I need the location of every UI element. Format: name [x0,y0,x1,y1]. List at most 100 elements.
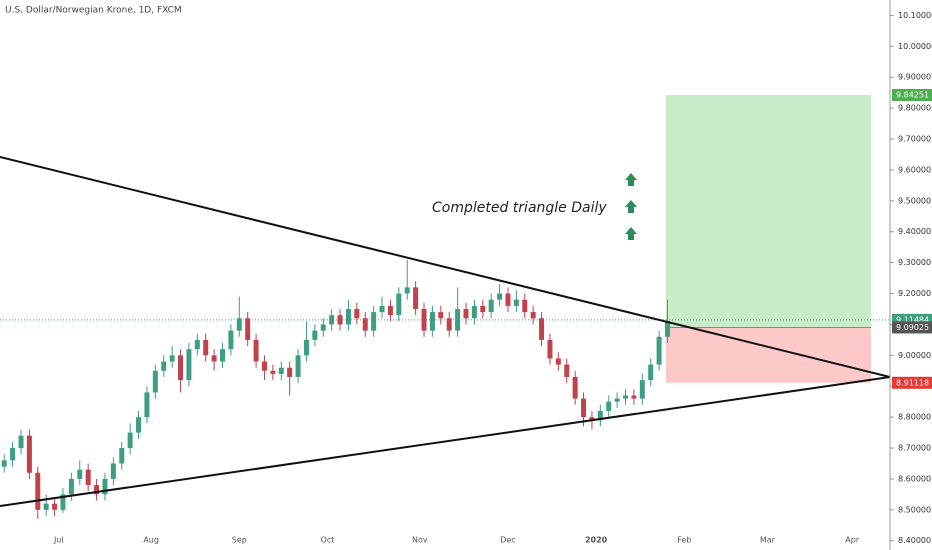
candle-body [362,318,368,331]
price-marker-label: 8.91118 [896,378,929,387]
y-tick-label: 8.50000 [898,505,931,514]
candle-body [253,339,259,362]
candle-body [337,315,343,325]
candle-body [136,417,142,433]
candle-body [345,308,351,325]
candle-body [665,321,670,337]
candle-body [161,361,167,371]
y-tick-label: 10.10000 [898,11,932,20]
candle-body [26,435,32,473]
candle-body [295,355,301,377]
arrows [625,173,637,240]
candle-body [572,376,578,399]
candle-body [438,312,444,319]
candle-body [312,330,318,340]
candle-body [261,361,267,371]
candle-body [278,367,284,374]
candle-body [194,339,200,350]
trend-line-upper [0,156,891,378]
y-tick-label: 9.50000 [898,196,931,205]
chart-title: U.S. Dollar/Norwegian Krone, 1D, FXCM [5,6,182,16]
candle-body [371,312,377,331]
y-tick-label: 9.30000 [898,258,931,267]
candle-body [421,308,427,331]
candle-body [530,312,536,319]
price-marker [892,321,932,334]
candle-body [303,339,309,356]
y-tick-label: 9.70000 [898,135,931,144]
candle-body [396,293,402,316]
candle-body [119,448,125,464]
candle-body [379,305,385,313]
candle-body [94,485,100,495]
candle-body [110,463,116,479]
candle-body [1,460,7,467]
candle-body [270,370,276,374]
y-tick-label: 9.00000 [898,351,931,360]
candle-body [102,478,108,495]
candle-body [597,410,603,421]
x-tick-label: Apr [845,536,860,545]
price-marker [892,89,932,102]
y-tick-label: 8.80000 [898,413,931,422]
candle-body [455,308,461,331]
candle-body [220,349,225,362]
x-tick-label: Sep [232,536,247,545]
candle-body [429,312,435,331]
candle-body [228,330,234,350]
candle-body [287,367,293,377]
candle-body [404,287,410,294]
y-tick-label: 8.40000 [898,536,931,545]
y-tick-label: 10.00000 [898,42,932,51]
candle-body [631,395,637,399]
candle-body [203,339,209,356]
y-tick-label: 9.20000 [898,289,931,298]
candle-body [186,349,192,381]
candle-body [169,355,175,362]
plot-area [0,95,890,520]
candle-body [480,305,486,313]
y-tick-label: 8.70000 [898,444,931,453]
candle-body [236,318,242,331]
candle-body [413,287,419,309]
x-tick-label: Aug [143,536,159,545]
candle-body [547,339,553,359]
x-tick-label: Nov [412,536,428,545]
candle-body [463,308,469,319]
candle-body [656,336,662,365]
target-zone [666,95,871,328]
candle-body [329,315,335,325]
up-arrow [625,227,637,240]
candle-body [387,305,393,316]
y-tick-label: 9.90000 [898,73,931,82]
candle-body [446,318,452,331]
y-tick-label: 9.80000 [898,104,931,113]
x-tick-label: Oct [321,536,335,545]
candle-body [18,435,24,449]
candle-body [471,305,477,319]
candle-body [513,299,519,306]
y-tick-label: 9.40000 [898,227,931,236]
candle-body [589,417,595,421]
candle-body [211,355,217,362]
candle-body [127,432,133,449]
candle-body [555,358,561,365]
candle-body [85,469,91,486]
x-tick-label: Mar [760,536,776,545]
candle-body [320,324,326,331]
candle-body [10,448,16,461]
price-marker [892,376,932,389]
candle-body [245,318,251,340]
candle-body [43,503,49,510]
x-tick-label: Jul [53,536,64,545]
x-tick-label: Feb [677,536,691,545]
candle-body [522,299,528,313]
candle-body [60,494,66,510]
candle-body [581,398,587,418]
price-marker-label: 9.11484 [896,315,929,324]
up-arrow [625,173,637,186]
annotation: Completed triangle Daily [432,200,607,216]
candle-body [52,503,58,510]
candle-body [35,472,41,510]
